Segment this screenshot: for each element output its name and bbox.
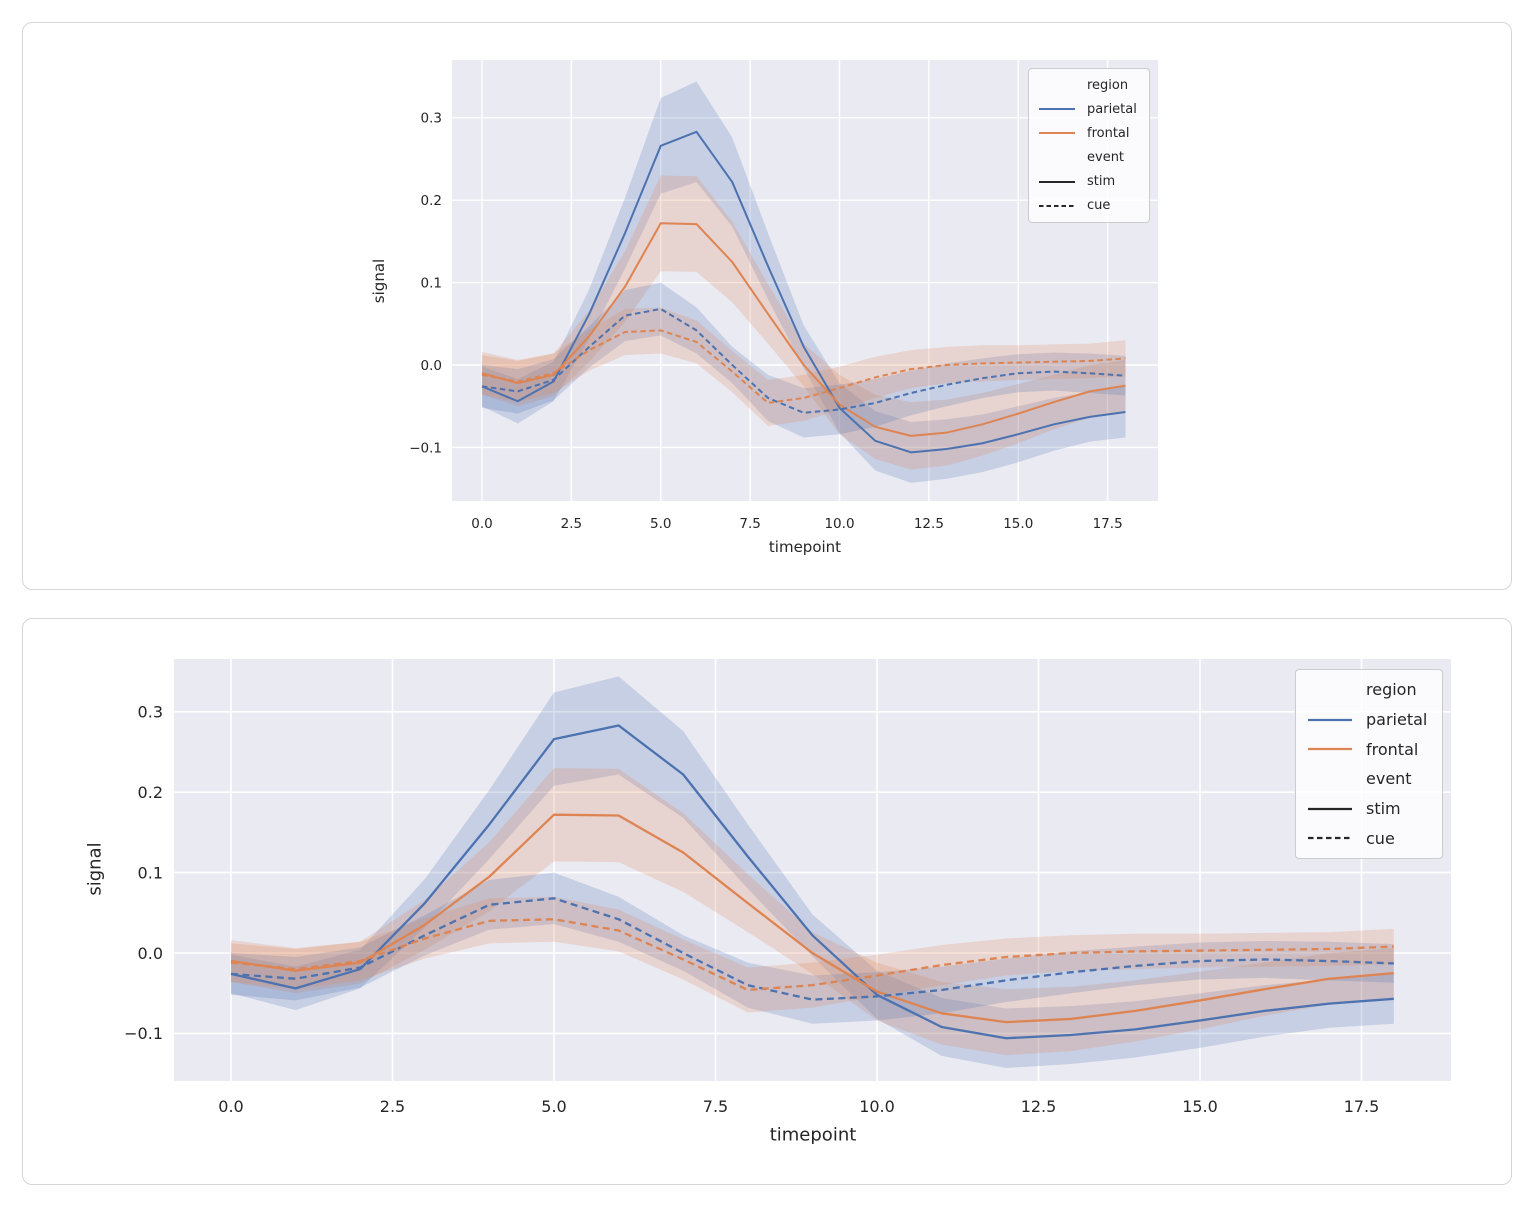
x-tick-label: 0.0 xyxy=(471,516,492,532)
legend-entry-cue: cue xyxy=(1296,823,1442,853)
x-tick-label: 17.5 xyxy=(1093,516,1123,532)
x-tick-label: 7.5 xyxy=(739,516,760,532)
x-tick-label: 2.5 xyxy=(561,516,582,532)
legend-entry-cue: cue xyxy=(1029,194,1149,218)
legend-solid-line-icon xyxy=(1029,130,1087,136)
x-tick-label: 2.5 xyxy=(380,1097,405,1116)
legend-solid-line-icon xyxy=(1296,746,1366,752)
line-chart-top: 0.0 2.5 5.0 7.5 10.0 12.5 15.0 17.5 0.3 0.2 0.1 0.0… xyxy=(409,60,1158,532)
x-tick-label: 10.0 xyxy=(859,1097,895,1116)
legend-entry-event: event xyxy=(1029,146,1149,170)
legend-label: region xyxy=(1087,77,1129,93)
y-tick-label: 0.0 xyxy=(138,944,163,963)
y-tick-label: −0.1 xyxy=(409,440,442,456)
legend-label: region xyxy=(1366,680,1417,700)
legend-dashed-line-icon xyxy=(1029,203,1087,209)
y-tick-label: 0.3 xyxy=(138,703,163,722)
ci-band-frontal-stim xyxy=(231,768,1394,1056)
legend: region parietal frontal event stim cue xyxy=(1028,68,1150,223)
legend-solid-line-icon xyxy=(1296,717,1366,723)
ci-band-parietal-cue xyxy=(231,872,1394,1024)
legend-label: event xyxy=(1366,769,1412,789)
y-axis-label: signal xyxy=(84,842,106,896)
legend-label: frontal xyxy=(1366,739,1419,759)
ci-band-parietal-stim xyxy=(231,676,1394,1068)
mean-line-frontal-stim xyxy=(481,222,1126,437)
legend-entry-stim: stim xyxy=(1029,170,1149,194)
legend-entry-frontal: frontal xyxy=(1296,734,1442,764)
legend-entry-parietal: parietal xyxy=(1029,97,1149,121)
x-tick-label: 5.0 xyxy=(541,1097,566,1116)
y-tick-label: 0.3 xyxy=(421,111,442,127)
mean-line-parietal-cue xyxy=(481,307,1126,414)
mean-line-frontal-cue xyxy=(481,329,1126,404)
legend-label: stim xyxy=(1087,174,1116,190)
x-tick-label: 12.5 xyxy=(1021,1097,1057,1116)
legend-label: stim xyxy=(1366,799,1401,819)
mean-line-parietal-stim xyxy=(481,130,1126,454)
chart-card-top: 0.0 2.5 5.0 7.5 10.0 12.5 15.0 17.5 0.3 0.2 0.1 0.0… xyxy=(22,22,1512,590)
y-tick-label: 0.0 xyxy=(421,358,442,374)
legend-entry-frontal: frontal xyxy=(1029,121,1149,145)
legend-entry-region: region xyxy=(1296,675,1442,705)
y-axis-label: signal xyxy=(370,258,388,304)
legend-label: frontal xyxy=(1087,125,1130,141)
x-tick-label: 5.0 xyxy=(650,516,671,532)
ci-band-frontal-cue xyxy=(482,307,1126,426)
x-tick-label: 15.0 xyxy=(1003,516,1033,532)
ci-band-parietal-stim xyxy=(482,81,1126,483)
x-tick-label: 10.0 xyxy=(824,516,854,532)
y-tick-label: 0.1 xyxy=(138,863,163,882)
y-tick-label: 0.2 xyxy=(138,783,163,802)
ci-band-frontal-stim xyxy=(482,175,1126,470)
x-tick-label: 17.5 xyxy=(1344,1097,1380,1116)
legend-label: parietal xyxy=(1366,710,1428,729)
legend-label: cue xyxy=(1087,198,1111,214)
mean-line-parietal-stim xyxy=(230,724,1394,1040)
x-tick-label: 15.0 xyxy=(1182,1097,1218,1116)
chart-card-bottom: 0.0 2.5 5.0 7.5 10.0 12.5 15.0 17.5 0.3 0.2 0.1 0.0… xyxy=(22,618,1512,1185)
legend-entry-event: event xyxy=(1296,764,1442,794)
x-axis-label: timepoint xyxy=(769,1124,857,1146)
legend-entry-region: region xyxy=(1029,73,1149,97)
mean-line-frontal-stim xyxy=(230,813,1394,1024)
legend-label: cue xyxy=(1366,828,1395,848)
legend-entry-stim: stim xyxy=(1296,794,1442,824)
plot-background xyxy=(174,659,1451,1081)
x-axis-label: timepoint xyxy=(768,538,842,556)
legend-solid-line-icon xyxy=(1029,179,1087,185)
y-tick-label: 0.2 xyxy=(421,193,442,209)
ci-band-parietal-cue xyxy=(482,282,1126,438)
legend-solid-line-icon xyxy=(1029,106,1087,112)
mean-line-frontal-cue xyxy=(230,918,1394,992)
legend-solid-line-icon xyxy=(1296,806,1366,812)
legend-label: event xyxy=(1087,150,1125,166)
legend-dashed-line-icon xyxy=(1296,835,1366,841)
line-chart-bottom: 0.0 2.5 5.0 7.5 10.0 12.5 15.0 17.5 0.3 0.2 0.1 0.0… xyxy=(124,659,1451,1116)
x-tick-label: 0.0 xyxy=(218,1097,243,1116)
x-tick-label: 7.5 xyxy=(703,1097,728,1116)
x-tick-label: 12.5 xyxy=(914,516,944,532)
y-tick-label: −0.1 xyxy=(124,1024,163,1043)
y-tick-label: 0.1 xyxy=(421,275,442,291)
legend-entry-parietal: parietal xyxy=(1296,705,1442,735)
legend-label: parietal xyxy=(1087,101,1137,117)
legend: region parietal frontal event stim cue xyxy=(1295,669,1443,859)
ci-band-frontal-cue xyxy=(231,896,1394,1013)
